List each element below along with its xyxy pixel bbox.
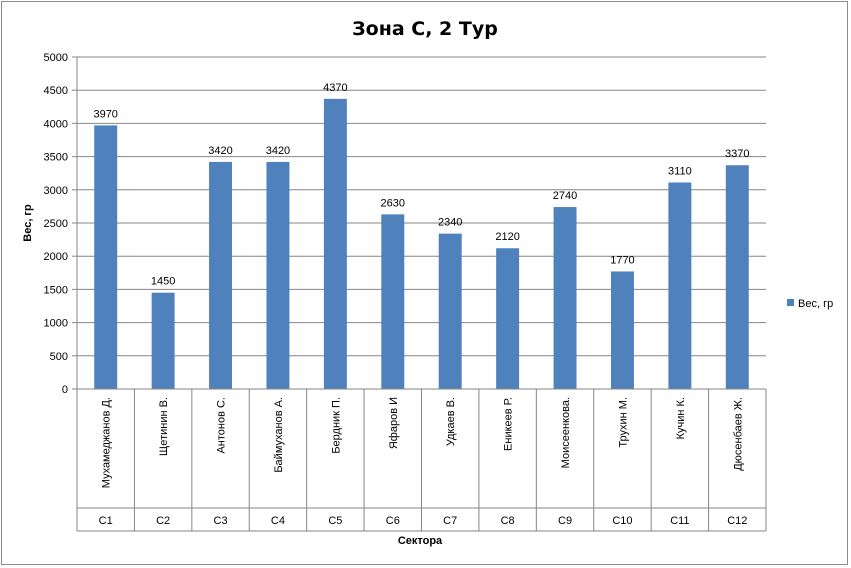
bar: [323, 98, 347, 389]
data-labels: 3970 1450 3420 3420 4370 2630 2340 2120 2740 1770…: [93, 82, 749, 288]
bar: [496, 248, 520, 389]
x-sector-label: С11: [670, 515, 689, 527]
x-sector-label: С3: [214, 515, 228, 527]
bar: [438, 233, 462, 389]
data-label: 2120: [495, 231, 519, 243]
y-tick-label: 1500: [44, 284, 68, 296]
x-sector-label: С8: [501, 515, 515, 527]
gridlines: [77, 56, 766, 390]
x-sector-label: С6: [386, 515, 400, 527]
x-sector-label: С2: [156, 515, 170, 527]
data-label: 3420: [266, 145, 290, 157]
x-sector-label: С4: [271, 515, 285, 527]
y-tick-label: 5000: [44, 52, 68, 64]
x-tick-label: Моисеенкова.: [560, 397, 572, 468]
data-label: 1770: [610, 254, 634, 266]
x-axis: Мухамеджанов Д. С1 Щетинин В. С2 Антонов С. С…: [76, 388, 767, 532]
data-label: 3970: [93, 108, 117, 120]
bar: [610, 271, 634, 389]
x-tick-label: Яфаров И: [388, 397, 400, 449]
y-tick-label: 500: [50, 351, 68, 363]
bar: [209, 161, 233, 389]
data-label: 3370: [725, 148, 749, 160]
bar: [725, 165, 749, 389]
data-label: 2630: [381, 197, 405, 209]
y-tick-label: 2000: [44, 251, 68, 263]
x-tick-label: Баймуханов А.: [273, 397, 285, 473]
data-label: 2740: [553, 190, 577, 202]
x-axis-label: Сектора: [398, 535, 443, 547]
data-label: 2340: [438, 217, 462, 229]
x-tick-label: Удкаев В.: [445, 397, 457, 446]
x-sector-label: С7: [443, 515, 457, 527]
x-sector-label: С1: [99, 515, 113, 527]
y-tick-label: 4500: [44, 85, 68, 97]
x-tick-label: Бердник П.: [330, 397, 342, 454]
y-tick-label: 3500: [44, 152, 68, 164]
bar: [668, 182, 692, 389]
x-tick-label: Еникеев Р.: [503, 397, 515, 451]
x-tick-label: Кучин К.: [675, 397, 687, 439]
y-tick-label: 3000: [44, 185, 68, 197]
legend-swatch: [787, 299, 794, 306]
data-label: 3110: [668, 165, 692, 177]
x-sector-label: С12: [727, 515, 747, 527]
x-tick-label: Щетинин В.: [158, 397, 170, 456]
bar: [266, 161, 290, 389]
legend: Вес, гр: [787, 298, 833, 310]
data-label: 3420: [208, 145, 232, 157]
data-label: 4370: [323, 82, 347, 94]
bar: [553, 207, 577, 389]
bars: [94, 98, 749, 389]
x-sector-label: С9: [558, 515, 572, 527]
y-axis-label: Вес, гр: [22, 204, 34, 242]
x-sector-label: С5: [328, 515, 342, 527]
x-tick-label: Трухин М.: [617, 397, 629, 448]
y-tick-label: 2500: [44, 218, 68, 230]
x-sector-label: С10: [612, 515, 632, 527]
bar: [381, 214, 405, 389]
y-tick-label: 1000: [44, 318, 68, 330]
bar: [94, 125, 118, 389]
y-axis-ticks: 0 500 1000 1500 2000 2500 3000 3500 4000 4500 5000: [44, 52, 78, 396]
y-tick-label: 4000: [44, 118, 68, 130]
x-tick-label: Мухамеджанов Д.: [101, 397, 113, 488]
chart-title: Зона С, 2 Тур: [352, 18, 498, 40]
x-tick-label: Антонов С.: [216, 397, 228, 454]
y-tick-label: 0: [62, 384, 68, 396]
legend-label: Вес, гр: [798, 298, 833, 310]
data-label: 1450: [151, 276, 175, 288]
bar: [151, 292, 175, 389]
x-tick-label: Дюсенбаев Ж.: [732, 397, 744, 471]
